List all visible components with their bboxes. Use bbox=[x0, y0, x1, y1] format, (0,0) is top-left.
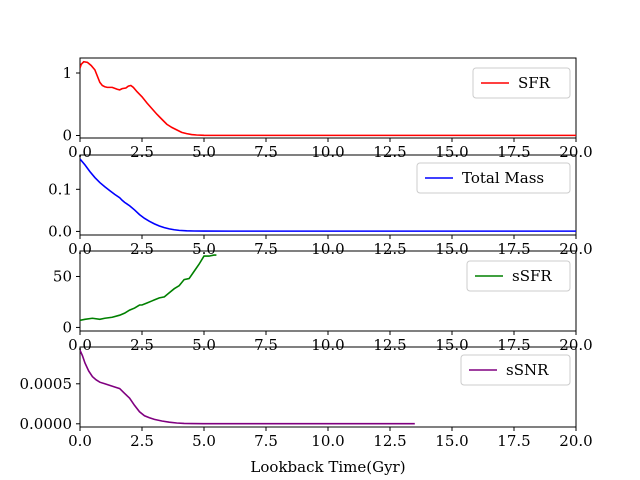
x-tick-label: 10.0 bbox=[311, 143, 344, 161]
x-tick-label: 10.0 bbox=[311, 336, 344, 354]
legend-1: SFR bbox=[472, 67, 571, 99]
x-tick-label: 0.0 bbox=[68, 432, 92, 450]
x-tick-label: 2.5 bbox=[130, 143, 154, 161]
x-tick-label: 0.0 bbox=[68, 336, 92, 354]
legend-box bbox=[472, 67, 571, 99]
series-line-ssnr bbox=[80, 349, 415, 425]
y-tick-label: 0.0 bbox=[48, 222, 72, 240]
legend-4: sSNR bbox=[460, 354, 571, 386]
y-tick-label: 0.0000 bbox=[20, 415, 73, 433]
x-tick-label: 7.5 bbox=[254, 336, 278, 354]
x-tick-label: 10.0 bbox=[311, 240, 344, 258]
y-tick-label: 0 bbox=[62, 127, 72, 145]
subplot-4: 0.0 2.5 5.0 7.5 10.0 12.5 15.0 17.5 20.0 0.0000 0.… bbox=[20, 346, 593, 450]
x-tick-label: 12.5 bbox=[373, 240, 406, 258]
x-tick-label: 7.5 bbox=[254, 432, 278, 450]
x-tick-label: 17.5 bbox=[497, 432, 530, 450]
legend-label: sSNR bbox=[506, 361, 549, 379]
x-tick-label: 20.0 bbox=[559, 143, 592, 161]
x-tick-label: 20.0 bbox=[559, 240, 592, 258]
legend-label: Total Mass bbox=[462, 169, 544, 187]
x-tick-label: 0.0 bbox=[68, 143, 92, 161]
legend-2: Total Mass bbox=[416, 162, 571, 194]
x-tick-label: 5.0 bbox=[192, 143, 216, 161]
y-tick-label: 0.1 bbox=[48, 180, 72, 198]
x-tick-label: 5.0 bbox=[192, 240, 216, 258]
legend-label: sSFR bbox=[512, 267, 552, 285]
x-tick-label: 2.5 bbox=[130, 240, 154, 258]
y-tick-label: 50 bbox=[53, 267, 72, 285]
x-tick-label: 17.5 bbox=[497, 143, 530, 161]
subplot-1: 0.0 2.5 5.0 7.5 10.0 12.5 15.0 17.5 20.0 0 1 SFR bbox=[62, 57, 593, 161]
x-tick-label: 20.0 bbox=[559, 336, 592, 354]
x-tick-label: 2.5 bbox=[130, 432, 154, 450]
x-tick-label: 12.5 bbox=[373, 143, 406, 161]
legend-label: SFR bbox=[518, 74, 551, 92]
y-tick-label: 1 bbox=[62, 64, 72, 82]
x-tick-label: 10.0 bbox=[311, 432, 344, 450]
x-tick-label: 20.0 bbox=[559, 432, 592, 450]
x-tick-label: 7.5 bbox=[254, 240, 278, 258]
x-tick-label: 15.0 bbox=[435, 240, 468, 258]
x-tick-label: 7.5 bbox=[254, 143, 278, 161]
x-tick-label: 15.0 bbox=[435, 336, 468, 354]
x-tick-label: 0.0 bbox=[68, 240, 92, 258]
series-line-total-mass bbox=[80, 158, 576, 232]
y-tick-label: 0 bbox=[62, 318, 72, 336]
x-tick-label: 17.5 bbox=[497, 240, 530, 258]
legend-box bbox=[460, 354, 571, 386]
x-tick-label: 5.0 bbox=[192, 432, 216, 450]
x-tick-label: 17.5 bbox=[497, 336, 530, 354]
x-tick-label: 5.0 bbox=[192, 336, 216, 354]
legend-box bbox=[416, 162, 571, 194]
legend-3: sSFR bbox=[466, 260, 571, 292]
subplot-3: 0.0 2.5 5.0 7.5 10.0 12.5 15.0 17.5 20.0 0 50 sSFR bbox=[53, 250, 593, 354]
x-tick-label: 15.0 bbox=[435, 432, 468, 450]
series-line-ssfr bbox=[80, 254, 217, 322]
x-tick-label: 12.5 bbox=[373, 432, 406, 450]
subplot-2: 0.0 2.5 5.0 7.5 10.0 12.5 15.0 17.5 20.0 0.0 0.1 To… bbox=[48, 154, 593, 258]
x-tick-label: 12.5 bbox=[373, 336, 406, 354]
x-tick-label: 2.5 bbox=[130, 336, 154, 354]
y-tick-label: 0.0005 bbox=[20, 375, 73, 393]
legend-box bbox=[466, 260, 571, 292]
x-tick-label: 15.0 bbox=[435, 143, 468, 161]
x-axis-label: Lookback Time(Gyr) bbox=[250, 458, 405, 476]
series-line-sfr bbox=[80, 60, 576, 137]
